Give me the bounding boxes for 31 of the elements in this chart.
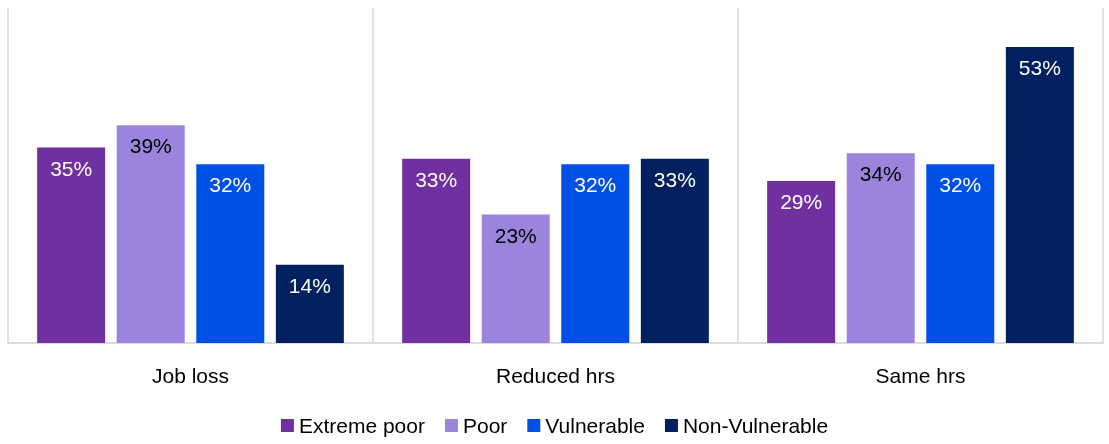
bar <box>846 153 915 343</box>
bar <box>640 158 709 343</box>
bar <box>275 264 344 343</box>
legend-label: Non-Vulnerable <box>682 414 829 437</box>
bar <box>926 164 995 343</box>
data-label: 34% <box>859 162 902 186</box>
data-label: 33% <box>415 167 458 191</box>
data-label: 32% <box>939 173 982 197</box>
data-label: 33% <box>653 167 696 191</box>
legend-label: Vulnerable <box>545 414 645 437</box>
bar <box>402 158 471 343</box>
data-label: 14% <box>288 273 331 297</box>
data-label: 32% <box>574 173 617 197</box>
bar <box>37 147 106 343</box>
x-tick-label: Reduced hrs <box>495 364 616 387</box>
bar <box>196 164 265 343</box>
data-label: 39% <box>129 134 172 158</box>
data-label: 53% <box>1018 56 1061 80</box>
bar <box>1005 47 1074 343</box>
legend-label: Poor <box>462 414 508 437</box>
bar <box>481 214 550 343</box>
x-tick-label: Job loss <box>151 364 230 387</box>
data-label: 32% <box>209 173 252 197</box>
bar <box>561 164 630 343</box>
bar <box>767 181 836 343</box>
data-label: 23% <box>494 223 537 247</box>
data-label: 29% <box>780 190 823 214</box>
x-tick-label: Same hrs <box>875 364 966 387</box>
data-label: 35% <box>50 156 93 180</box>
bar <box>116 125 185 343</box>
legend-label: Extreme poor <box>298 414 425 437</box>
